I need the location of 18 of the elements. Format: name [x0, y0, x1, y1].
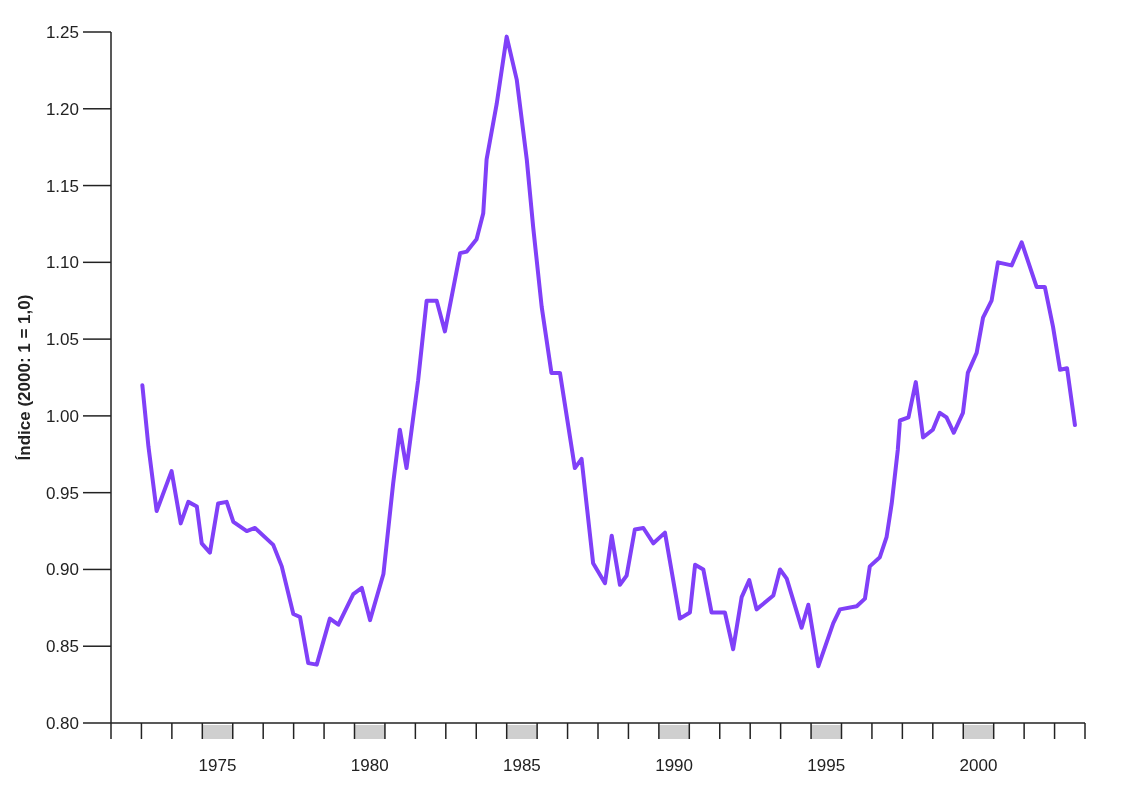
x-tick-label: 2000 [959, 756, 998, 775]
x-tick-label: 1985 [502, 756, 541, 775]
x-tick-label: 1995 [807, 756, 846, 775]
y-tick-label: 0.85 [45, 637, 79, 657]
y-tick-label: 0.80 [45, 713, 79, 733]
x-tick-label: 1990 [655, 756, 694, 775]
y-tick-label: 0.90 [45, 560, 79, 580]
y-tick-label: 1.00 [45, 406, 79, 426]
x-tick-label: 1975 [198, 756, 237, 775]
y-axis-title: Índice (2000: 1 = 1,0) [15, 294, 34, 461]
line-series [140, 34, 1077, 669]
y-tick-label: 1.10 [45, 253, 79, 273]
x-tick-label: 1980 [350, 756, 389, 775]
y-tick-label: 1.15 [45, 176, 79, 196]
y-tick-label: 1.25 [45, 22, 79, 42]
y-tick-label: 1.20 [45, 99, 79, 119]
y-tick-label: 1.05 [45, 330, 79, 350]
y-tick-label: 0.95 [45, 483, 79, 503]
